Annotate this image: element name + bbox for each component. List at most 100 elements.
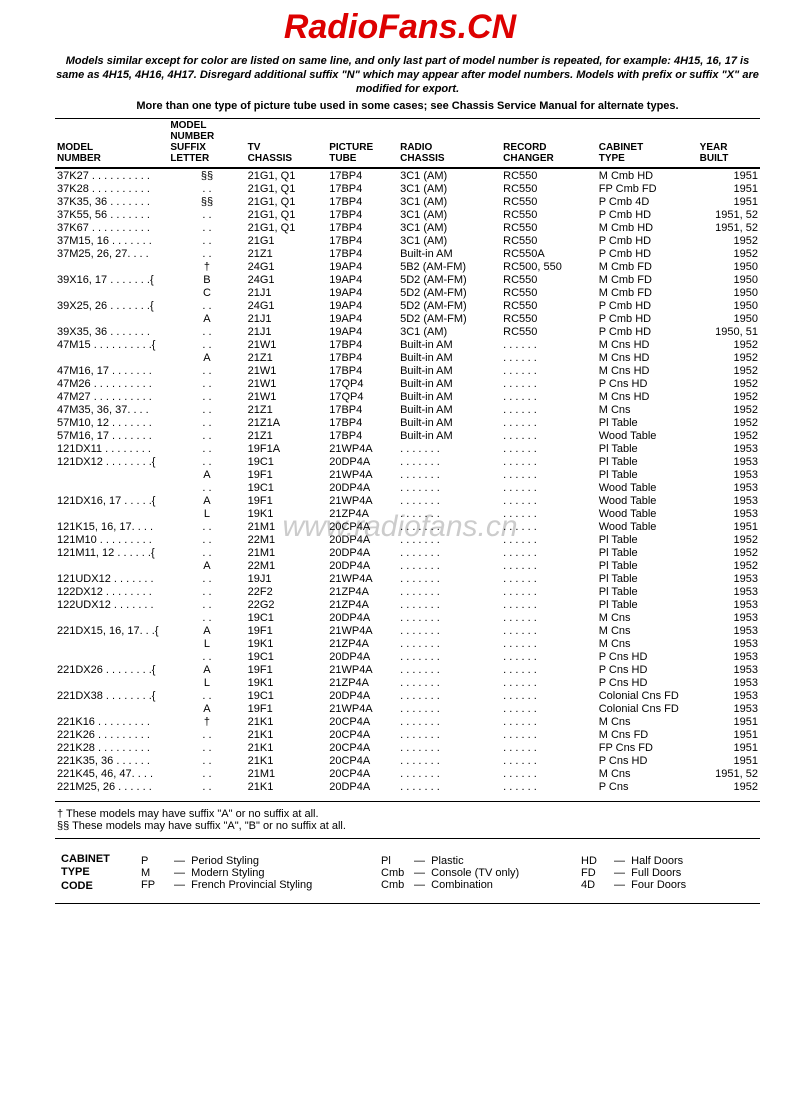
cell: 21WP4A (327, 624, 398, 637)
cell: A (168, 351, 245, 364)
cell: 3C1 (AM) (398, 195, 501, 208)
cell: . . . . . . (501, 429, 597, 442)
cell: . . . . . . . (398, 650, 501, 663)
cell: 5B2 (AM-FM) (398, 260, 501, 273)
cell: RC550 (501, 168, 597, 182)
table-row: 39X35, 36 . . . . . . .. .21J119AP43C1 (… (55, 325, 760, 338)
cell: M Cmb HD (597, 168, 698, 182)
table-row: 121UDX12 . . . . . . .. .19J121WP4A. . .… (55, 572, 760, 585)
table-row: 39X16, 17 . . . . . . .{B24G119AP45D2 (A… (55, 273, 760, 286)
cell: FP Cns FD (597, 741, 698, 754)
cell: A (168, 702, 245, 715)
cell (55, 702, 168, 715)
cell: . . . . . . . (398, 780, 501, 793)
cell (55, 312, 168, 325)
cell: 1951 (698, 520, 760, 533)
cell: M Cns (597, 403, 698, 416)
table-row: A21Z117BP4Built-in AM. . . . . .M Cns HD… (55, 351, 760, 364)
cell: 1953 (698, 585, 760, 598)
cell: 1953 (698, 689, 760, 702)
cell: Pl Table (597, 559, 698, 572)
cell: RC550 (501, 234, 597, 247)
cell: RC550 (501, 182, 597, 195)
cell: 1953 (698, 507, 760, 520)
cell: 1952 (698, 234, 760, 247)
cell: 1952 (698, 351, 760, 364)
cell: 221K16 . . . . . . . . . (55, 715, 168, 728)
cell: 22F2 (246, 585, 328, 598)
cell: L (168, 676, 245, 689)
cell: M Cns (597, 715, 698, 728)
cell: 1950 (698, 260, 760, 273)
cell: 121DX12 . . . . . . . .{ (55, 455, 168, 468)
cell: Wood Table (597, 481, 698, 494)
cell: . . . . . . . (398, 494, 501, 507)
cell: 21W1 (246, 390, 328, 403)
legend-title: CABINETTYPECODE (57, 853, 135, 893)
cell: 21ZP4A (327, 585, 398, 598)
cell: 1951 (698, 715, 760, 728)
cell: . . . . . . (501, 650, 597, 663)
table-row: . .19C120DP4A. . . . . . .. . . . . .M C… (55, 611, 760, 624)
cell: Built-in AM (398, 390, 501, 403)
cell: Built-in AM (398, 338, 501, 351)
cell: . . . . . . (501, 728, 597, 741)
cell: . . . . . . . (398, 572, 501, 585)
cell: 20DP4A (327, 533, 398, 546)
cell: P Cns HD (597, 676, 698, 689)
cell: 17BP4 (327, 182, 398, 195)
cell: . . . . . . (501, 442, 597, 455)
cell: 39X35, 36 . . . . . . . (55, 325, 168, 338)
col-header: CABINETTYPE (597, 119, 698, 169)
cell: 20DP4A (327, 481, 398, 494)
cell: M Cns HD (597, 390, 698, 403)
cell: Pl Table (597, 598, 698, 611)
cell: Pl Table (597, 546, 698, 559)
cell: 21K1 (246, 728, 328, 741)
cell: 21Z1 (246, 351, 328, 364)
table-row: 37K28 . . . . . . . . . .. .21G1, Q117BP… (55, 182, 760, 195)
cell: 221M25, 26 . . . . . . (55, 780, 168, 793)
table-row: 57M10, 12 . . . . . . .. .21Z1A17BP4Buil… (55, 416, 760, 429)
cell: RC550 (501, 312, 597, 325)
cell: Pl Table (597, 455, 698, 468)
cell: Wood Table (597, 507, 698, 520)
cell: 21J1 (246, 286, 328, 299)
cell: . . . . . . (501, 507, 597, 520)
cell: . . . . . . . (398, 637, 501, 650)
cell: 19F1 (246, 494, 328, 507)
cell: . . (168, 572, 245, 585)
cell: RC550 (501, 221, 597, 234)
cell: 21Z1 (246, 247, 328, 260)
cell: . . (168, 247, 245, 260)
cell: 21J1 (246, 325, 328, 338)
cell: 37K35, 36 . . . . . . . (55, 195, 168, 208)
footnotes: † These models may have suffix "A" or no… (55, 801, 760, 839)
table-row: A19F121WP4A. . . . . . .. . . . . .Pl Ta… (55, 468, 760, 481)
cell: Wood Table (597, 429, 698, 442)
cell: 19F1 (246, 702, 328, 715)
cell: . . (168, 182, 245, 195)
cell: P Cns HD (597, 663, 698, 676)
cell: . . . . . . (501, 481, 597, 494)
cell: P Cns HD (597, 377, 698, 390)
cell (55, 676, 168, 689)
cell: . . . . . . . (398, 663, 501, 676)
cell: Built-in AM (398, 403, 501, 416)
cell: 17BP4 (327, 221, 398, 234)
cell: 17BP4 (327, 338, 398, 351)
cell: P Cmb HD (597, 299, 698, 312)
cell: . . . . . . (501, 754, 597, 767)
cell: A (168, 663, 245, 676)
cell: 21W1 (246, 377, 328, 390)
cell: . . . . . . (501, 546, 597, 559)
cell: 17BP4 (327, 195, 398, 208)
cell (55, 481, 168, 494)
cell: 19AP4 (327, 273, 398, 286)
cell: 20CP4A (327, 754, 398, 767)
cell: 1953 (698, 663, 760, 676)
cell: P Cmb HD (597, 312, 698, 325)
cell: . . . . . . (501, 364, 597, 377)
cell: 20CP4A (327, 741, 398, 754)
cell: Built-in AM (398, 247, 501, 260)
